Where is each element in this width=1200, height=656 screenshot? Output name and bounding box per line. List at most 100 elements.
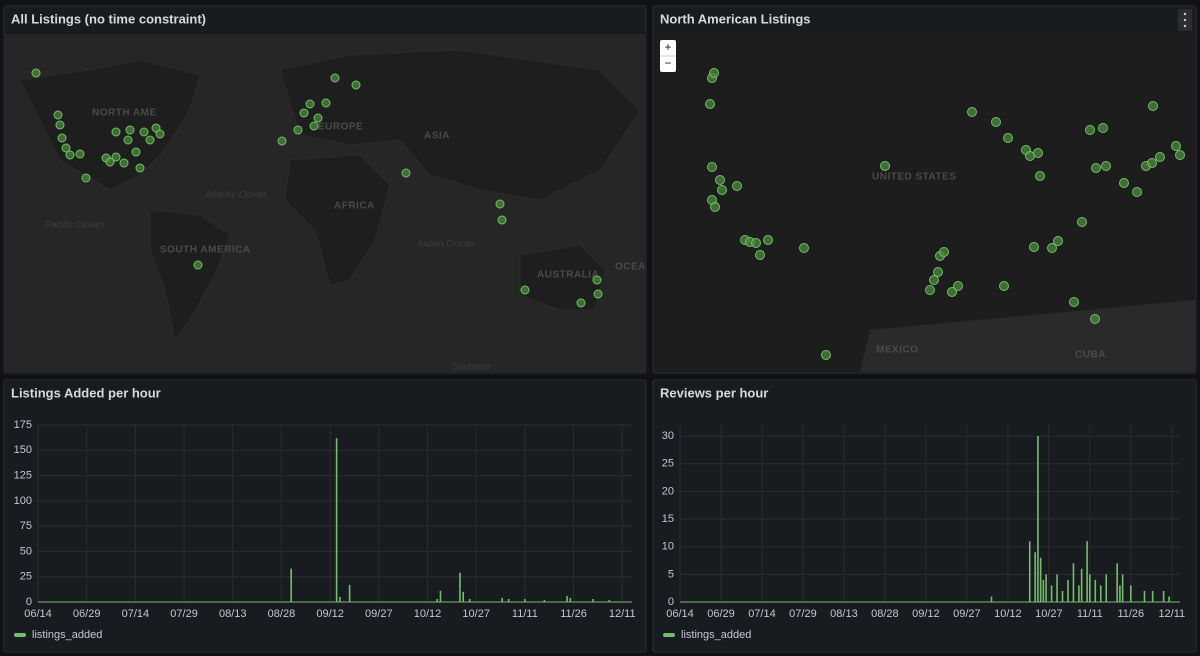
bar [1045,574,1047,602]
map-label: ASIA [424,131,450,142]
x-tick-label: 09/12 [316,608,344,620]
map-label: UNITED STATES [872,172,956,183]
bar [1037,436,1039,602]
bar [543,599,546,602]
x-tick-label: 07/29 [170,608,198,620]
map-label: CUBA [1075,350,1106,361]
y-tick-label: 150 [14,444,32,456]
bar [1080,568,1083,602]
x-tick-label: 07/14 [122,608,150,620]
zoom-out[interactable]: − [664,56,671,70]
world-map[interactable]: NORTH AME EUROPE ASIA AFRICA Atlantic Oc… [5,34,646,373]
bar [1078,585,1080,602]
bar [990,596,993,602]
land [519,244,606,311]
y-tick-label: 30 [662,430,674,442]
map-label: EUROPE [318,122,363,133]
land [149,209,231,341]
bar [1119,585,1121,602]
y-tick-label: 100 [14,495,32,507]
y-tick-label: 25 [662,458,674,470]
x-tick-label: 06/14 [666,608,694,620]
x-tick-label: 09/12 [912,608,940,620]
bar [1094,579,1097,602]
panel-title: Listings Added per hour [11,385,161,400]
bar [339,596,341,602]
bar [1162,590,1165,602]
map-label: AFRICA [334,201,375,212]
x-tick-label: 10/27 [1035,608,1063,620]
x-tick-label: 11/26 [560,608,587,620]
bar [1034,552,1036,602]
x-tick-label: 11/11 [512,608,538,620]
x-tick-label: 12/11 [609,608,636,620]
bar [1105,574,1108,602]
bar [1028,541,1031,602]
bar [608,599,611,602]
bar [1099,585,1102,602]
x-tick-label: 08/28 [268,608,296,620]
y-tick-label: 75 [20,520,32,532]
bar [1130,585,1132,602]
y-tick-label: 0 [26,596,32,608]
bar [459,572,461,602]
bar [1116,563,1118,602]
bar [524,598,526,602]
legend-label[interactable]: listings_added [681,629,751,641]
bar [1151,590,1154,602]
land [279,49,641,201]
y-tick-label: 25 [20,571,32,583]
x-tick-label: 07/14 [748,608,776,620]
bar [501,597,503,602]
legend-swatch [14,633,26,637]
x-tick-label: 06/29 [707,608,735,620]
y-tick-label: 50 [20,545,32,557]
bar [1056,574,1058,602]
bar [439,590,442,602]
sea [860,300,1195,372]
bar [1039,557,1042,602]
bar [1042,579,1045,602]
bar [1072,563,1075,602]
bar [507,598,510,602]
x-tick-label: 11/26 [1117,608,1144,620]
bar [1050,585,1053,602]
bar [1086,541,1088,602]
y-tick-label: 0 [668,596,674,608]
bar [436,598,439,602]
x-tick-label: 07/29 [789,608,817,620]
north-america-map[interactable]: UNITED STATES MEXICO CUBA + − [654,9,1195,372]
bar [335,438,338,602]
bar [1089,574,1091,602]
map-points [31,68,603,308]
bar [1121,574,1124,602]
x-tick-label: 08/13 [830,608,858,620]
legend-label[interactable]: listings_added [32,629,102,641]
zoom-in[interactable]: + [664,40,671,54]
bar [592,598,594,602]
x-tick-label: 10/27 [462,608,490,620]
bar [1168,596,1170,602]
map-label: Southern [452,362,491,373]
bar [462,591,465,602]
bar [1061,590,1064,602]
map-label: Pacific Ocean [45,220,104,231]
time-series-chart: 0 25 50 75 100 125 150 175 06/14 06/29 07/14 07/29 0… [14,419,636,641]
map-label: AUSTRALIA [537,270,599,281]
map-points [705,68,1185,360]
bar [290,568,292,602]
x-tick-label: 06/29 [73,608,101,620]
y-tick-label: 10 [662,541,674,553]
bar [1143,590,1146,602]
x-tick-label: 12/11 [1158,608,1185,620]
map-label: Atlantic Ocean [204,190,267,201]
panel [652,379,1197,653]
map-label: OCEA [615,262,646,273]
land [19,59,201,191]
bar [569,597,572,602]
y-tick-label: 5 [668,568,674,580]
legend-swatch [663,633,675,637]
bar [566,595,568,602]
x-tick-label: 11/11 [1077,608,1103,620]
x-tick-label: 06/14 [24,608,52,620]
